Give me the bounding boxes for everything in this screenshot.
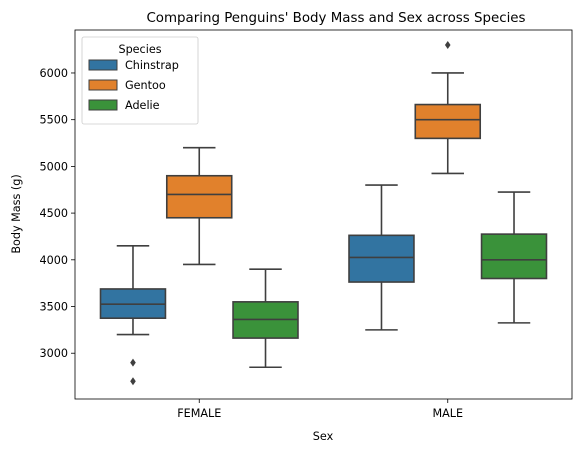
- x-tick-label: FEMALE: [177, 407, 221, 420]
- y-tick-label: 6000: [40, 67, 68, 80]
- legend-swatch-chinstrap: [88, 59, 118, 71]
- x-axis-label: Sex: [313, 430, 334, 443]
- box-gentoo-male: [414, 40, 482, 175]
- outlier-point: [130, 377, 136, 386]
- y-axis-label: Body Mass (g): [10, 174, 23, 253]
- x-axis: FEMALE MALE: [177, 399, 463, 420]
- y-tick-label: 5000: [40, 160, 68, 173]
- box-body: [165, 174, 233, 219]
- legend-items: Chinstrap Gentoo Adelie: [88, 59, 179, 112]
- box-body: [414, 103, 482, 140]
- legend-label-adelie: Adelie: [125, 99, 160, 112]
- plot-area: 3000 3500 4000 4500 5000 5500 6000 FEMALE MALE: [40, 29, 573, 420]
- outlier-point: [130, 358, 136, 367]
- legend-label-chinstrap: Chinstrap: [125, 59, 179, 72]
- outlier-point: [444, 40, 451, 49]
- box-groups: [99, 40, 548, 386]
- box-gentoo-female: [165, 146, 233, 266]
- box-adelie-female: [232, 268, 299, 369]
- x-tick-label: MALE: [432, 407, 463, 420]
- y-tick-label: 4000: [40, 254, 68, 267]
- box-chinstrap-male: [348, 184, 415, 331]
- y-tick-label: 5500: [40, 114, 68, 127]
- legend: Species Chinstrap Gentoo Adelie: [81, 36, 199, 125]
- box-body: [480, 233, 548, 280]
- y-tick-label: 3500: [40, 301, 68, 314]
- plot-frame: [74, 29, 573, 400]
- legend-label-gentoo: Gentoo: [125, 79, 166, 92]
- chart-title: Comparing Penguins' Body Mass and Sex ac…: [146, 11, 525, 26]
- legend-title: Species: [118, 43, 161, 56]
- y-tick-label: 4500: [40, 207, 68, 220]
- y-axis: 3000 3500 4000 4500 5000 5500 6000: [40, 67, 75, 360]
- box-chinstrap-female: [99, 244, 167, 386]
- box-body: [348, 234, 415, 283]
- y-tick-label: 3000: [40, 347, 68, 360]
- legend-swatch-gentoo: [88, 79, 118, 91]
- box-adelie-male: [480, 191, 548, 324]
- legend-swatch-adelie: [88, 99, 118, 111]
